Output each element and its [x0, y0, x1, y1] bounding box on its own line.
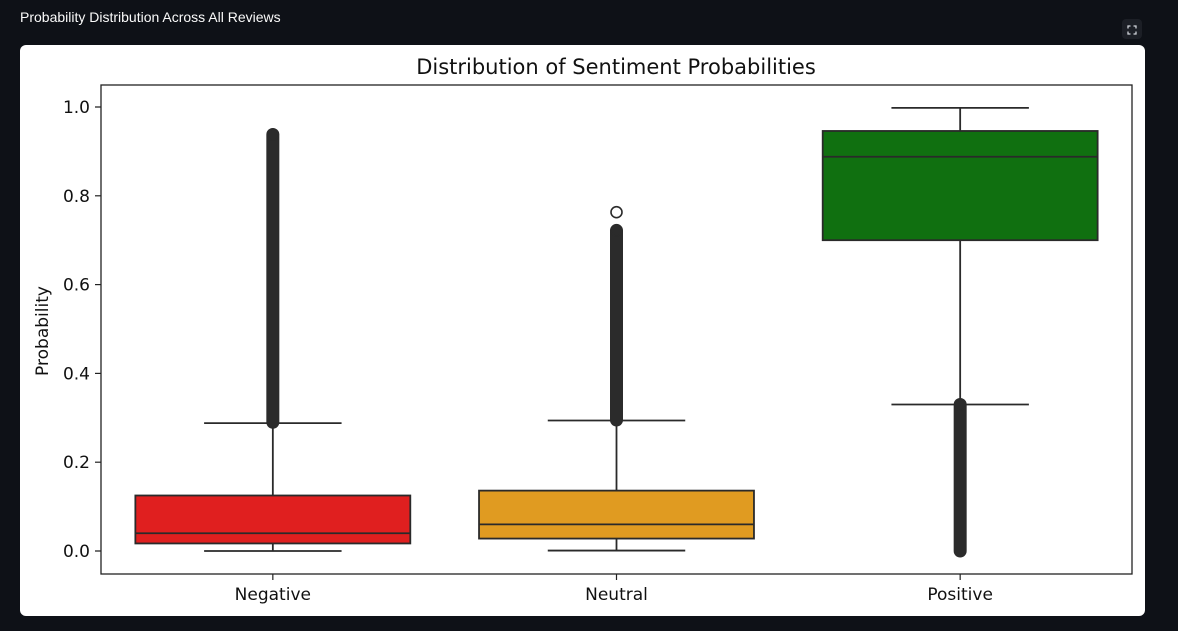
box-negative	[134, 128, 412, 552]
box-iqr	[821, 130, 1099, 242]
outlier-point	[266, 128, 280, 141]
y-tick-label: 0.6	[63, 276, 90, 296]
outlier-point	[610, 205, 623, 219]
x-tick-label: Neutral	[585, 585, 648, 605]
outlier-point	[953, 398, 967, 411]
box-iqr	[478, 489, 755, 540]
y-axis-label: Probability	[33, 286, 53, 376]
box-neutral	[478, 205, 755, 552]
box-plot-chart: Distribution of Sentiment Probabilities …	[33, 55, 1133, 605]
x-tick-label: Negative	[235, 585, 311, 605]
y-tick-label: 1.0	[63, 98, 90, 118]
y-tick-label: 0.2	[63, 453, 90, 473]
box-positive	[821, 106, 1099, 558]
fullscreen-button[interactable]	[1122, 19, 1142, 39]
page-title: Probability Distribution Across All Revi…	[20, 9, 281, 25]
fullscreen-icon	[1127, 20, 1137, 39]
y-tick-label: 0.0	[63, 542, 90, 562]
y-tick-label: 0.4	[63, 364, 90, 384]
chart-card: Distribution of Sentiment Probabilities …	[20, 45, 1145, 616]
box-iqr	[134, 494, 412, 545]
y-tick-label: 0.8	[63, 187, 90, 207]
outlier-point	[610, 224, 623, 237]
chart-title: Distribution of Sentiment Probabilities	[416, 55, 816, 79]
x-tick-label: Positive	[927, 585, 993, 605]
